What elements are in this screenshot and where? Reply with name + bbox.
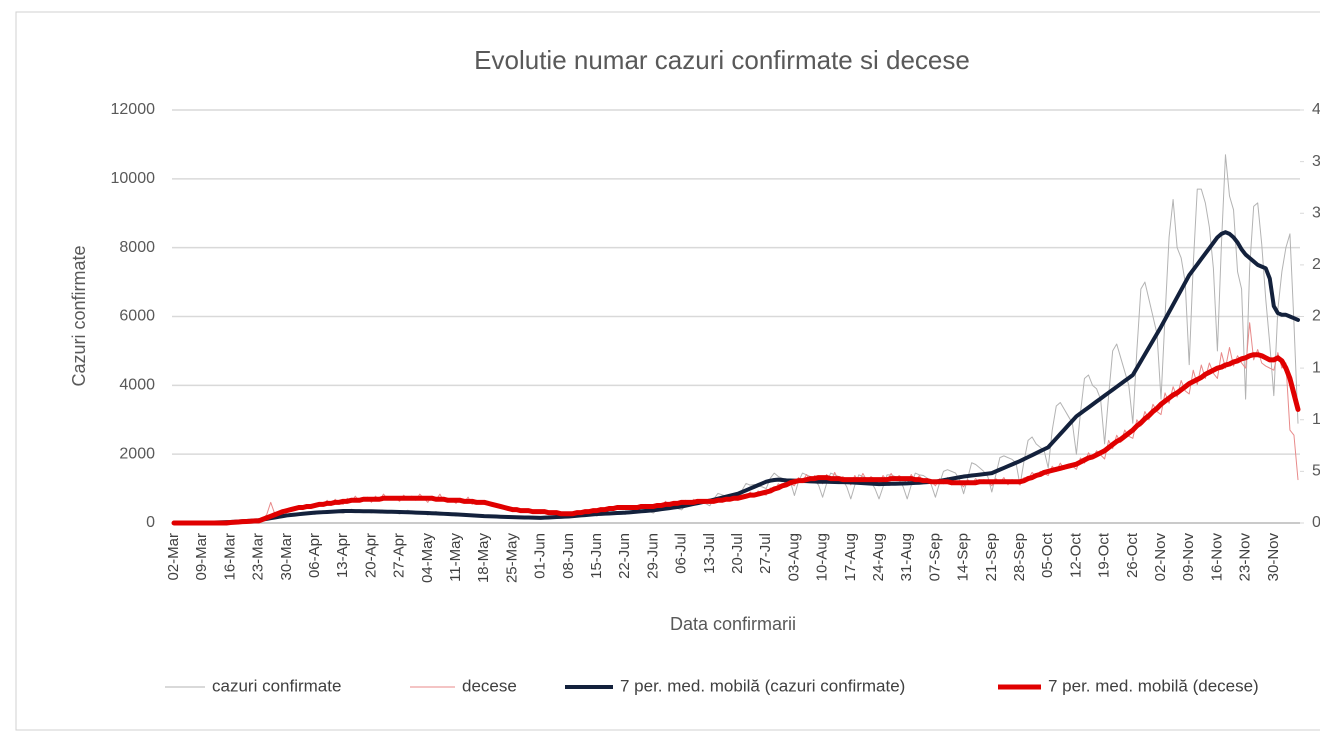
legend-label: decese bbox=[462, 676, 517, 695]
x-tick-label: 07-Sep bbox=[926, 533, 943, 581]
y-tick-label: 12000 bbox=[111, 101, 156, 118]
x-tick-label: 06-Apr bbox=[306, 533, 323, 578]
x-tick-label: 22-Jun bbox=[616, 533, 633, 579]
x-tick-label: 29-Jun bbox=[644, 533, 661, 579]
x-tick-label: 13-Jul bbox=[701, 533, 718, 574]
x-tick-label: 23-Nov bbox=[1237, 533, 1254, 582]
x-tick-label: 11-May bbox=[447, 533, 464, 582]
x-tick-label: 02-Mar bbox=[165, 533, 182, 581]
x-tick-label: 17-Aug bbox=[842, 533, 859, 581]
y2-tick-label: 50 bbox=[1312, 463, 1320, 480]
x-tick-label: 31-Aug bbox=[898, 533, 915, 581]
x-tick-label: 15-Jun bbox=[588, 533, 605, 579]
x-tick-label: 30-Mar bbox=[278, 533, 295, 581]
x-tick-label: 05-Oct bbox=[1039, 532, 1056, 578]
y-tick-label: 6000 bbox=[119, 308, 155, 325]
y-tick-label: 8000 bbox=[119, 239, 155, 256]
y-tick-label: 0 bbox=[146, 514, 155, 531]
legend-label: 7 per. med. mobilă (decese) bbox=[1048, 676, 1259, 695]
y2-tick-label: 100 bbox=[1312, 411, 1320, 428]
y2-tick-label: 400 bbox=[1312, 101, 1320, 118]
x-tick-label: 09-Nov bbox=[1180, 533, 1197, 582]
x-tick-label: 06-Jul bbox=[673, 533, 690, 574]
x-tick-label: 21-Sep bbox=[983, 533, 1000, 581]
x-tick-label: 25-May bbox=[503, 533, 520, 584]
x-tick-label: 27-Apr bbox=[391, 533, 408, 578]
x-tick-label: 20-Jul bbox=[729, 533, 746, 574]
x-axis-title: Data confirmarii bbox=[670, 614, 796, 634]
chart-title: Evolutie numar cazuri confirmate si dece… bbox=[474, 45, 970, 75]
x-tick-label: 16-Nov bbox=[1208, 533, 1225, 582]
x-tick-label: 13-Apr bbox=[334, 533, 351, 578]
x-tick-label: 12-Oct bbox=[1067, 532, 1084, 578]
x-tick-label: 20-Apr bbox=[362, 533, 379, 578]
x-tick-label: 19-Oct bbox=[1096, 532, 1113, 578]
x-tick-label: 01-Jun bbox=[532, 533, 549, 579]
x-tick-label: 27-Jul bbox=[757, 533, 774, 574]
x-tick-label: 08-Jun bbox=[560, 533, 577, 579]
series-line bbox=[171, 352, 1301, 526]
y-axis-title: Cazuri confirmate bbox=[69, 245, 89, 386]
series-line bbox=[172, 230, 1300, 525]
chart-border bbox=[15, 11, 1320, 731]
x-tick-label: 14-Sep bbox=[955, 533, 972, 581]
x-tick-label: 26-Oct bbox=[1124, 532, 1141, 578]
x-tick-label: 02-Nov bbox=[1152, 533, 1169, 582]
y2-tick-label: 200 bbox=[1312, 308, 1320, 325]
x-tick-label: 23-Mar bbox=[250, 533, 267, 581]
x-tick-label: 10-Aug bbox=[814, 533, 831, 581]
legend-label: cazuri confirmate bbox=[212, 676, 341, 695]
y2-tick-label: 150 bbox=[1312, 359, 1320, 376]
x-tick-label: 03-Aug bbox=[785, 533, 802, 581]
x-tick-label: 16-Mar bbox=[221, 533, 238, 581]
x-tick-label: 18-May bbox=[475, 533, 492, 584]
y2-tick-label: 0 bbox=[1312, 514, 1320, 531]
x-tick-label: 24-Aug bbox=[870, 533, 887, 581]
x-tick-label: 04-May bbox=[419, 533, 436, 584]
legend-label: 7 per. med. mobilă (cazuri confirmate) bbox=[620, 676, 905, 695]
x-tick-label: 30-Nov bbox=[1265, 533, 1282, 582]
x-tick-label: 09-Mar bbox=[193, 533, 210, 581]
y-tick-label: 10000 bbox=[111, 170, 156, 187]
y2-tick-label: 300 bbox=[1312, 204, 1320, 221]
y2-tick-label: 350 bbox=[1312, 153, 1320, 170]
x-tick-label: 28-Sep bbox=[1011, 533, 1028, 581]
y-tick-label: 2000 bbox=[119, 445, 155, 462]
y2-tick-label: 250 bbox=[1312, 256, 1320, 273]
y-tick-label: 4000 bbox=[119, 377, 155, 394]
